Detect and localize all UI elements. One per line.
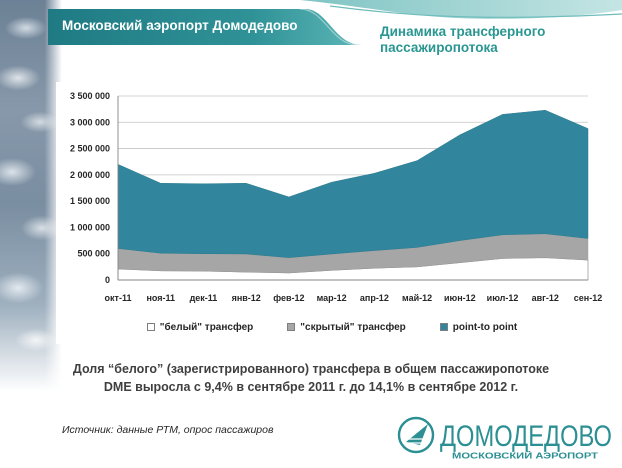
- x-tick-label: ноя-11: [146, 293, 175, 303]
- legend-label: point-to point: [452, 321, 518, 333]
- x-tick-label: фев-12: [273, 293, 304, 303]
- legend-item-white-transfer: "белый" трансфер: [146, 321, 254, 333]
- x-tick-label: май-12: [402, 293, 432, 303]
- slide-title: Динамика трансферного пассажиропотока: [380, 24, 545, 56]
- y-tick-label: 1 500 000: [70, 196, 110, 206]
- chart-container: 0 500 000 1 000 000 1 500 000 2 000 000 2 500…: [56, 82, 608, 344]
- x-tick-label: апр-12: [360, 293, 389, 303]
- domodedovo-logo: ДОМОДЕДОВО МОСКОВСКИЙ АЭРОПОРТ: [397, 416, 612, 461]
- legend-label: "белый" трансфер: [159, 321, 254, 333]
- chart-legend: "белый" трансфер "скрытый" трансфер poin…: [56, 320, 608, 334]
- x-tick-label: авг-12: [532, 293, 559, 303]
- stacked-areas: [117, 109, 589, 281]
- x-tick-label: сен-12: [574, 293, 602, 303]
- legend-item-hidden-transfer: "скрытый" трансфер: [287, 322, 406, 333]
- area-point-to-point: [117, 109, 589, 258]
- legend-swatch-hidden-transfer: [287, 323, 296, 331]
- y-tick-label: 2 500 000: [70, 144, 110, 154]
- legend-label: "скрытый" трансфер: [300, 321, 406, 333]
- source-caption: Источник: данные РТМ, опрос пассажиров: [62, 424, 274, 436]
- header-decor: [48, 0, 622, 46]
- x-tick-label: июн-12: [444, 293, 476, 303]
- y-tick-label: 2 000 000: [70, 170, 110, 180]
- y-tick-label: 3 500 000: [70, 91, 110, 101]
- x-tick-label: дек-11: [190, 293, 218, 303]
- x-tick-label: июл-12: [487, 293, 519, 303]
- banner-title: Московский аэропорт Домодедово: [62, 18, 298, 33]
- logo-tagline: МОСКОВСКИЙ АЭРОПОРТ: [452, 452, 598, 461]
- y-tick-label: 1 000 000: [70, 222, 110, 232]
- domodedovo-emblem-icon: [397, 416, 435, 454]
- slide-title-line: Динамика трансферного: [380, 24, 546, 39]
- x-tick-label: мар-12: [317, 293, 347, 303]
- y-tick-label: 0: [105, 275, 110, 285]
- summary-note-line: Доля “белого” (зарегистрированного) тран…: [72, 362, 550, 376]
- header-top-wave: [300, 0, 622, 19]
- logo-wordmark: ДОМОДЕДОВО: [440, 420, 612, 453]
- legend-swatch-white-transfer: [146, 323, 155, 331]
- sky-clouds-background: [0, 0, 62, 392]
- header-wave-line: [329, 5, 622, 18]
- stacked-area-chart: 0 500 000 1 000 000 1 500 000 2 000 000 2 500…: [70, 91, 602, 303]
- summary-note-line: DME выросла с 9,4% в сентябре 2011 г. до…: [103, 380, 519, 394]
- y-tick-label: 500 000: [77, 249, 110, 259]
- legend-swatch-point-to-point: [439, 323, 448, 331]
- x-tick-label: янв-12: [232, 293, 261, 303]
- y-tick-label: 3 000 000: [70, 117, 110, 127]
- slide-title-line: пассажиропотока: [380, 40, 498, 55]
- legend-item-point-to-point: point-to point: [439, 321, 518, 333]
- header-banner-highlight: [299, 8, 359, 46]
- summary-note: Доля “белого” (зарегистрированного) тран…: [0, 360, 622, 396]
- header-banner-shape: [48, 9, 362, 45]
- x-tick-label: окт-11: [105, 293, 132, 303]
